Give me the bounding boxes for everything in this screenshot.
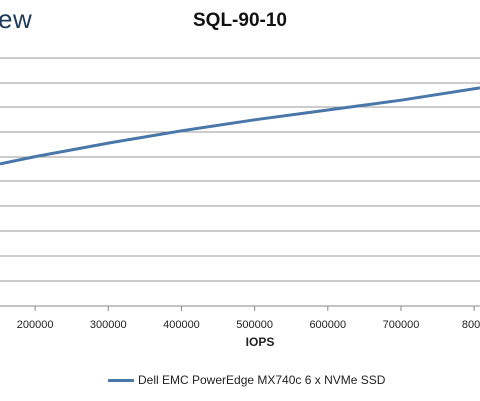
legend-swatch: [108, 378, 134, 382]
x-tick-labels: 200000 300000 400000 500000 600000 700000 8000: [17, 319, 480, 331]
x-tick-label: 400000: [163, 319, 200, 331]
x-tick-label: 600000: [309, 319, 346, 331]
x-axis-label: IOPS: [245, 335, 275, 349]
gridlines: [0, 57, 480, 282]
x-tick-label: 8000: [462, 319, 480, 331]
x-tick-label: 200000: [17, 319, 54, 331]
brand-logo-text: ew: [0, 4, 33, 34]
x-tick-label: 300000: [90, 319, 127, 331]
legend-entry-label: Dell EMC PowerEdge MX740c 6 x NVMe SSD: [138, 373, 386, 387]
series-line: [0, 86, 480, 166]
x-tick-marks: [34, 306, 475, 311]
chart-title: SQL-90-10: [193, 10, 287, 31]
series-layer: [0, 86, 480, 166]
legend: Dell EMC PowerEdge MX740c 6 x NVMe SSD: [108, 373, 385, 387]
x-tick-label: 500000: [236, 319, 273, 331]
x-tick-label: 700000: [383, 319, 420, 331]
